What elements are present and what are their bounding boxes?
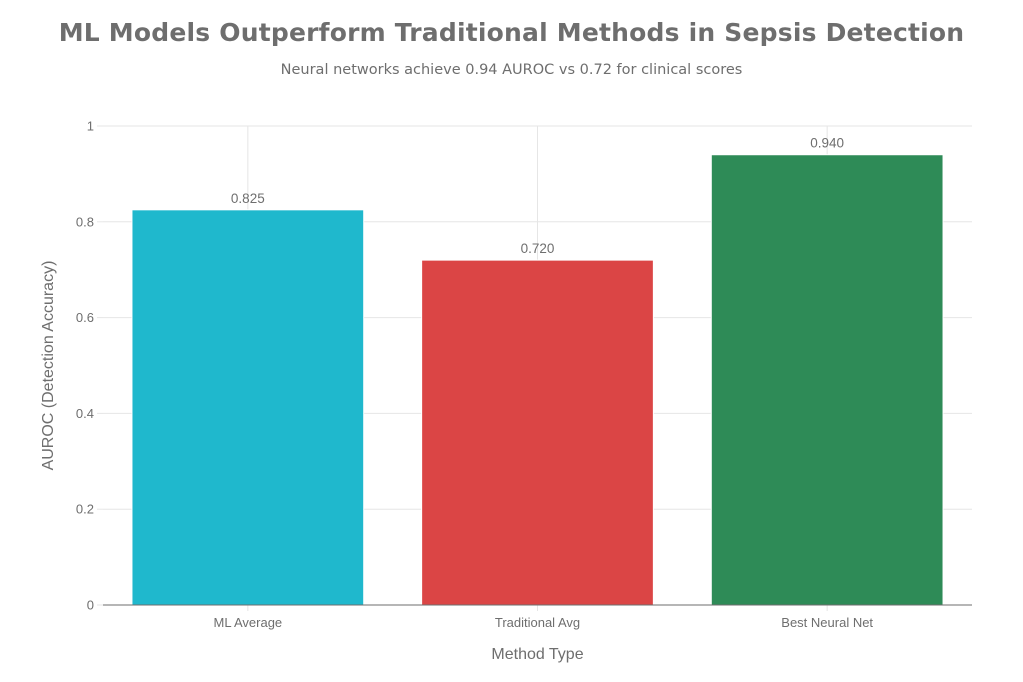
bar-value-label: 0.825: [231, 191, 265, 206]
x-tick-label: ML Average: [214, 615, 283, 630]
y-tick-label: 0.4: [76, 406, 94, 421]
bar: [710, 154, 944, 606]
y-tick-label: 0.8: [76, 214, 94, 229]
x-tick-label: Traditional Avg: [495, 615, 580, 630]
y-tick-label: 1: [87, 119, 94, 134]
chart-title: ML Models Outperform Traditional Methods…: [58, 18, 965, 47]
bar: [421, 259, 654, 606]
y-tick-label: 0.2: [76, 502, 94, 517]
chart-subtitle: Neural networks achieve 0.94 AUROC vs 0.…: [280, 62, 743, 78]
bar-value-label: 0.940: [810, 136, 844, 151]
y-axis-title: AUROC (Detection Accuracy): [40, 261, 57, 471]
bar: [131, 209, 365, 606]
x-tick-label: Best Neural Net: [781, 615, 873, 630]
bar-value-label: 0.720: [521, 241, 555, 256]
y-tick-label: 0: [87, 598, 94, 613]
x-axis-title: Method Type: [491, 646, 583, 663]
y-tick-label: 0.6: [76, 310, 94, 325]
